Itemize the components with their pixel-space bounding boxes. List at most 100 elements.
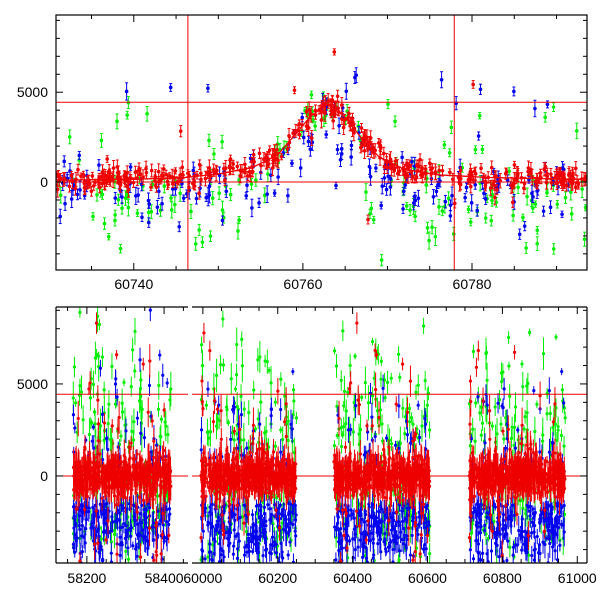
data-point bbox=[576, 182, 581, 187]
green-point bbox=[99, 133, 104, 148]
blue-point bbox=[217, 166, 222, 185]
red-point bbox=[366, 214, 370, 225]
red-point bbox=[388, 151, 393, 168]
data-point bbox=[124, 549, 128, 553]
green-point bbox=[543, 112, 547, 123]
red-point bbox=[472, 167, 477, 176]
data-point bbox=[427, 161, 432, 166]
red-point bbox=[382, 146, 386, 161]
green-point bbox=[516, 180, 520, 195]
data-point bbox=[165, 381, 169, 385]
data-point bbox=[126, 546, 130, 550]
data-point bbox=[338, 157, 343, 162]
data-point bbox=[442, 143, 447, 147]
red-point bbox=[137, 162, 141, 177]
data-point bbox=[220, 208, 225, 212]
data-point bbox=[178, 129, 183, 134]
data-point bbox=[166, 182, 170, 187]
blue-point bbox=[102, 525, 106, 537]
green-point bbox=[131, 337, 135, 362]
top-panel: 60740 60760 60780 0 5000 bbox=[17, 14, 588, 292]
data-point bbox=[169, 208, 174, 212]
blue-point bbox=[410, 156, 414, 167]
red-point bbox=[207, 159, 212, 177]
data-point bbox=[92, 410, 97, 414]
data-point bbox=[115, 395, 119, 399]
data-point bbox=[543, 115, 547, 120]
green-point bbox=[166, 425, 170, 444]
blue-point bbox=[100, 405, 105, 423]
data-point bbox=[545, 191, 549, 195]
data-point bbox=[220, 218, 225, 223]
data-point bbox=[569, 190, 573, 194]
data-point bbox=[115, 165, 120, 169]
data-point bbox=[571, 171, 575, 175]
green-point bbox=[197, 223, 201, 237]
data-point bbox=[125, 113, 130, 117]
data-point bbox=[300, 115, 305, 120]
blue-point bbox=[168, 83, 173, 92]
data-point bbox=[529, 171, 533, 176]
red-point bbox=[458, 166, 463, 175]
data-point bbox=[243, 162, 247, 167]
blue-point bbox=[63, 196, 67, 211]
data-point bbox=[132, 420, 136, 424]
blue-point bbox=[131, 541, 135, 550]
data-point bbox=[249, 182, 254, 186]
data-point bbox=[430, 225, 434, 230]
data-point bbox=[382, 151, 386, 156]
data-point bbox=[517, 232, 522, 237]
data-point bbox=[173, 202, 177, 207]
data-point bbox=[197, 228, 201, 232]
data-point bbox=[228, 157, 233, 161]
data-point bbox=[416, 196, 421, 201]
data-point bbox=[374, 166, 378, 170]
data-point bbox=[541, 209, 546, 213]
data-point bbox=[111, 166, 116, 170]
green-point bbox=[437, 198, 441, 215]
green-point bbox=[95, 188, 99, 202]
blue-point bbox=[354, 67, 358, 84]
data-point bbox=[525, 194, 529, 199]
green-point bbox=[157, 371, 161, 400]
green-point bbox=[120, 388, 124, 419]
data-point bbox=[206, 86, 210, 91]
green-point bbox=[582, 231, 587, 247]
green-point bbox=[93, 341, 97, 375]
data-point bbox=[158, 353, 162, 357]
green-point bbox=[371, 215, 376, 224]
data-point bbox=[139, 431, 143, 435]
green-point bbox=[124, 543, 128, 560]
data-point bbox=[313, 124, 317, 128]
green-point bbox=[133, 317, 137, 345]
data-point bbox=[463, 195, 467, 200]
green-point bbox=[113, 399, 118, 409]
data-point bbox=[304, 109, 309, 114]
data-point bbox=[131, 180, 136, 185]
blue-point bbox=[78, 180, 82, 200]
red-point bbox=[321, 96, 326, 112]
data-point bbox=[448, 170, 452, 175]
data-point bbox=[580, 187, 584, 191]
red-point bbox=[82, 175, 87, 192]
blue-point bbox=[548, 200, 553, 215]
data-point bbox=[78, 188, 82, 192]
blue-point bbox=[517, 228, 522, 240]
green-point bbox=[97, 319, 102, 330]
data-point bbox=[319, 118, 324, 122]
data-point bbox=[558, 170, 563, 174]
data-point bbox=[235, 164, 240, 169]
data-point bbox=[199, 171, 203, 176]
red-point bbox=[427, 158, 432, 168]
red-point bbox=[332, 48, 337, 56]
data-point bbox=[62, 159, 67, 164]
red-point bbox=[203, 170, 208, 187]
data-point bbox=[447, 150, 452, 155]
data-point bbox=[379, 258, 384, 262]
data-point bbox=[545, 102, 550, 107]
blue-point bbox=[337, 117, 341, 135]
data-point bbox=[101, 458, 105, 462]
blue-point bbox=[401, 203, 405, 214]
data-point bbox=[111, 520, 115, 524]
data-point bbox=[535, 228, 540, 233]
